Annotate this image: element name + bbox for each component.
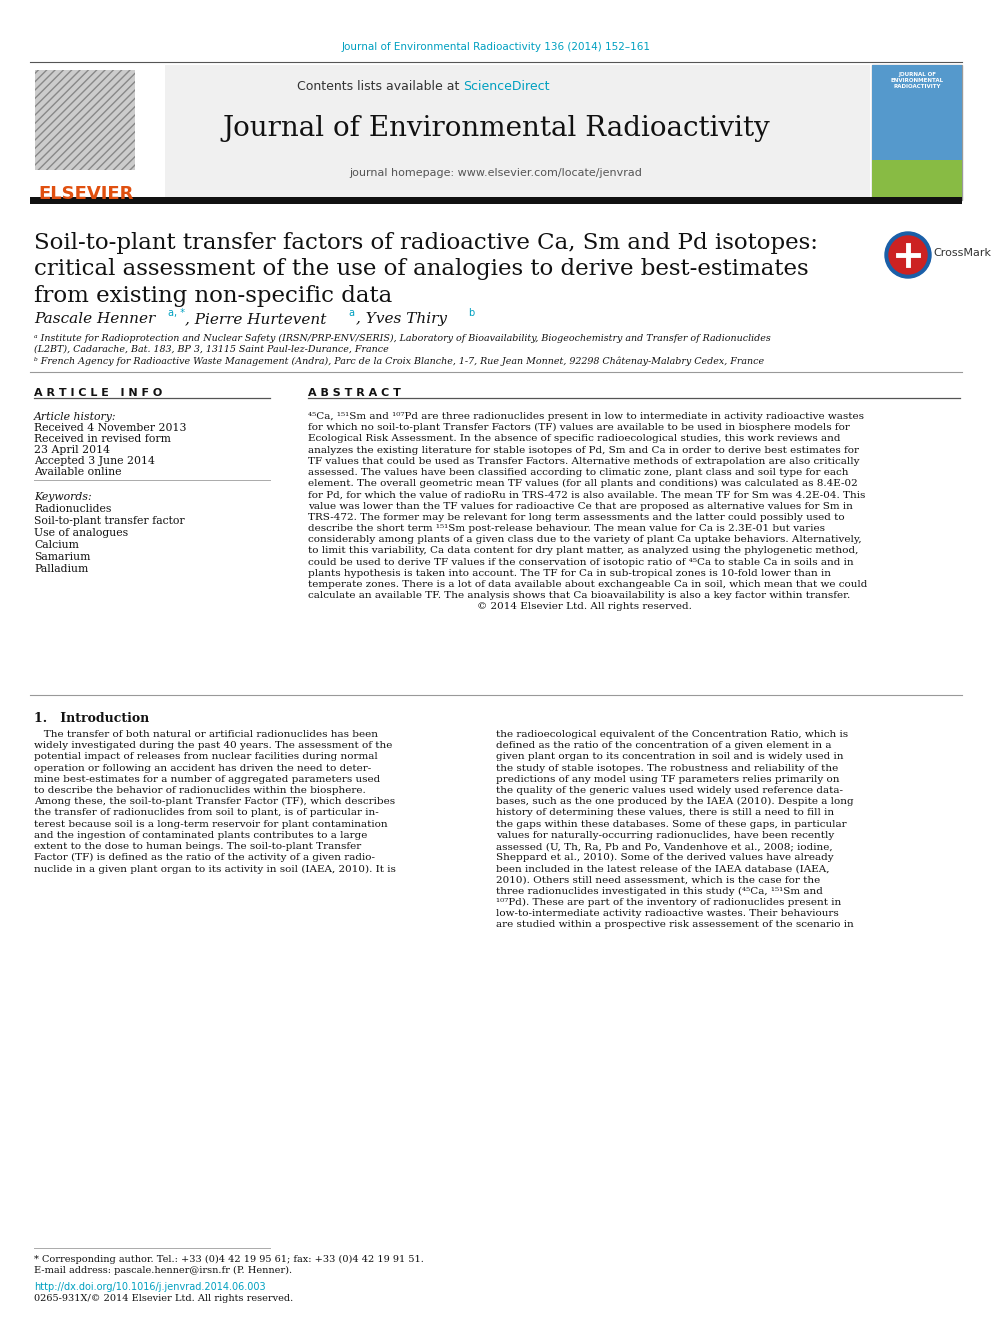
Text: the gaps within these databases. Some of these gaps, in particular: the gaps within these databases. Some of… <box>496 820 846 828</box>
Text: defined as the ratio of the concentration of a given element in a: defined as the ratio of the concentratio… <box>496 741 831 750</box>
Text: Use of analogues: Use of analogues <box>34 528 128 538</box>
Text: the radioecological equivalent of the Concentration Ratio, which is: the radioecological equivalent of the Co… <box>496 730 848 740</box>
Text: journal homepage: www.elsevier.com/locate/jenvrad: journal homepage: www.elsevier.com/locat… <box>349 168 643 179</box>
Bar <box>872 160 962 200</box>
Text: Keywords:: Keywords: <box>34 492 91 501</box>
Text: Journal of Environmental Radioactivity: Journal of Environmental Radioactivity <box>222 115 770 142</box>
Text: a, *: a, * <box>168 308 185 318</box>
Text: operation or following an accident has driven the need to deter-: operation or following an accident has d… <box>34 763 371 773</box>
Text: Received in revised form: Received in revised form <box>34 434 171 445</box>
Text: ELSEVIER: ELSEVIER <box>38 185 133 202</box>
Text: bases, such as the one produced by the IAEA (2010). Despite a long: bases, such as the one produced by the I… <box>496 798 854 806</box>
Text: assessed (U, Th, Ra, Pb and Po, Vandenhove et al., 2008; iodine,: assessed (U, Th, Ra, Pb and Po, Vandenho… <box>496 841 832 851</box>
Text: three radionuclides investigated in this study (⁴⁵Ca, ¹⁵¹Sm and: three radionuclides investigated in this… <box>496 886 823 896</box>
Text: * Corresponding author. Tel.: +33 (0)4 42 19 95 61; fax: +33 (0)4 42 19 91 51.: * Corresponding author. Tel.: +33 (0)4 4… <box>34 1256 424 1263</box>
Bar <box>30 65 870 200</box>
Text: the transfer of radionuclides from soil to plant, is of particular in-: the transfer of radionuclides from soil … <box>34 808 379 818</box>
Bar <box>30 197 962 204</box>
Text: Soil-to-plant transfer factor: Soil-to-plant transfer factor <box>34 516 185 527</box>
Text: extent to the dose to human beings. The soil-to-plant Transfer: extent to the dose to human beings. The … <box>34 841 361 851</box>
Text: Accepted 3 June 2014: Accepted 3 June 2014 <box>34 456 155 466</box>
Text: Available online: Available online <box>34 467 121 478</box>
Text: describe the short term ¹⁵¹Sm post-release behaviour. The mean value for Ca is 2: describe the short term ¹⁵¹Sm post-relea… <box>308 524 825 533</box>
Text: Journal of Environmental Radioactivity 136 (2014) 152–161: Journal of Environmental Radioactivity 1… <box>341 42 651 52</box>
Text: from existing non-specific data: from existing non-specific data <box>34 284 392 307</box>
Text: Sheppard et al., 2010). Some of the derived values have already: Sheppard et al., 2010). Some of the deri… <box>496 853 833 863</box>
Text: widely investigated during the past 40 years. The assessment of the: widely investigated during the past 40 y… <box>34 741 393 750</box>
Text: the study of stable isotopes. The robustness and reliability of the: the study of stable isotopes. The robust… <box>496 763 838 773</box>
Text: a: a <box>348 308 354 318</box>
Text: 1.   Introduction: 1. Introduction <box>34 712 149 725</box>
Text: Article history:: Article history: <box>34 411 116 422</box>
Text: temperate zones. There is a lot of data available about exchangeable Ca in soil,: temperate zones. There is a lot of data … <box>308 579 867 589</box>
Text: given plant organ to its concentration in soil and is widely used in: given plant organ to its concentration i… <box>496 753 843 762</box>
Text: terest because soil is a long-term reservoir for plant contamination: terest because soil is a long-term reser… <box>34 820 388 828</box>
Text: assessed. The values have been classified according to climatic zone, plant clas: assessed. The values have been classifie… <box>308 468 848 478</box>
Text: for Pd, for which the value of radioRu in TRS-472 is also available. The mean TF: for Pd, for which the value of radioRu i… <box>308 491 865 499</box>
Text: mine best-estimates for a number of aggregated parameters used: mine best-estimates for a number of aggr… <box>34 775 380 783</box>
Bar <box>872 65 962 160</box>
Text: Ecological Risk Assessment. In the absence of specific radioecological studies, : Ecological Risk Assessment. In the absen… <box>308 434 840 443</box>
Text: , Pierre Hurtevent: , Pierre Hurtevent <box>185 312 326 325</box>
Text: Palladium: Palladium <box>34 564 88 574</box>
Text: value was lower than the TF values for radioactive Ce that are proposed as alter: value was lower than the TF values for r… <box>308 501 853 511</box>
Text: ᵇ French Agency for Radioactive Waste Management (Andra), Parc de la Croix Blanc: ᵇ French Agency for Radioactive Waste Ma… <box>34 357 764 366</box>
Text: the quality of the generic values used widely used reference data-: the quality of the generic values used w… <box>496 786 843 795</box>
Text: © 2014 Elsevier Ltd. All rights reserved.: © 2014 Elsevier Ltd. All rights reserved… <box>308 602 691 611</box>
Text: critical assessment of the use of analogies to derive best-estimates: critical assessment of the use of analog… <box>34 258 808 280</box>
Text: history of determining these values, there is still a need to fill in: history of determining these values, the… <box>496 808 834 818</box>
Text: low-to-intermediate activity radioactive wastes. Their behaviours: low-to-intermediate activity radioactive… <box>496 909 839 918</box>
Text: Calcium: Calcium <box>34 540 79 550</box>
Text: Radionuclides: Radionuclides <box>34 504 111 515</box>
Text: and the ingestion of contaminated plants contributes to a large: and the ingestion of contaminated plants… <box>34 831 367 840</box>
Circle shape <box>885 232 931 278</box>
Text: , Yves Thiry: , Yves Thiry <box>356 312 447 325</box>
Text: ScienceDirect: ScienceDirect <box>463 79 550 93</box>
Text: JOURNAL OF
ENVIRONMENTAL
RADIOACTIVITY: JOURNAL OF ENVIRONMENTAL RADIOACTIVITY <box>891 71 943 89</box>
Text: TRS-472. The former may be relevant for long term assessments and the latter cou: TRS-472. The former may be relevant for … <box>308 513 844 521</box>
Text: calculate an available TF. The analysis shows that Ca bioavailability is also a : calculate an available TF. The analysis … <box>308 591 850 601</box>
Text: predictions of any model using TF parameters relies primarily on: predictions of any model using TF parame… <box>496 775 839 783</box>
Text: to limit this variability, Ca data content for dry plant matter, as analyzed usi: to limit this variability, Ca data conte… <box>308 546 858 556</box>
Text: analyzes the existing literature for stable isotopes of Pd, Sm and Ca in order t: analyzes the existing literature for sta… <box>308 446 859 455</box>
Bar <box>30 65 165 200</box>
Text: ¹⁰⁷Pd). These are part of the inventory of radionuclides present in: ¹⁰⁷Pd). These are part of the inventory … <box>496 898 841 908</box>
Bar <box>872 65 962 200</box>
Text: element. The overall geometric mean TF values (for all plants and conditions) wa: element. The overall geometric mean TF v… <box>308 479 858 488</box>
Text: Samarium: Samarium <box>34 552 90 562</box>
Text: nuclide in a given plant organ to its activity in soil (IAEA, 2010). It is: nuclide in a given plant organ to its ac… <box>34 864 396 873</box>
Text: plants hypothesis is taken into account. The TF for Ca in sub-tropical zones is : plants hypothesis is taken into account.… <box>308 569 831 578</box>
Text: been included in the latest release of the IAEA database (IAEA,: been included in the latest release of t… <box>496 864 829 873</box>
Text: potential impact of releases from nuclear facilities during normal: potential impact of releases from nuclea… <box>34 753 378 762</box>
Text: 23 April 2014: 23 April 2014 <box>34 445 110 455</box>
Text: ᵃ Institute for Radioprotection and Nuclear Safety (IRSN/PRP-ENV/SERIS), Laborat: ᵃ Institute for Radioprotection and Nucl… <box>34 333 771 343</box>
Text: ⁴⁵Ca, ¹⁵¹Sm and ¹⁰⁷Pd are three radionuclides present in low to intermediate in : ⁴⁵Ca, ¹⁵¹Sm and ¹⁰⁷Pd are three radionuc… <box>308 411 864 421</box>
Text: Pascale Henner: Pascale Henner <box>34 312 156 325</box>
Text: values for naturally-occurring radionuclides, have been recently: values for naturally-occurring radionucl… <box>496 831 834 840</box>
Text: could be used to derive TF values if the conservation of isotopic ratio of ⁴⁵Ca : could be used to derive TF values if the… <box>308 557 854 566</box>
Text: 0265-931X/© 2014 Elsevier Ltd. All rights reserved.: 0265-931X/© 2014 Elsevier Ltd. All right… <box>34 1294 294 1303</box>
Text: E-mail address: pascale.henner@irsn.fr (P. Henner).: E-mail address: pascale.henner@irsn.fr (… <box>34 1266 292 1275</box>
Text: 2010). Others still need assessment, which is the case for the: 2010). Others still need assessment, whi… <box>496 876 820 885</box>
Text: A R T I C L E   I N F O: A R T I C L E I N F O <box>34 388 163 398</box>
Text: to describe the behavior of radionuclides within the biosphere.: to describe the behavior of radionuclide… <box>34 786 366 795</box>
Bar <box>35 70 135 169</box>
Text: The transfer of both natural or artificial radionuclides has been: The transfer of both natural or artifici… <box>34 730 378 740</box>
Text: http://dx.doi.org/10.1016/j.jenvrad.2014.06.003: http://dx.doi.org/10.1016/j.jenvrad.2014… <box>34 1282 266 1293</box>
Text: TF values that could be used as Transfer Factors. Alternative methods of extrapo: TF values that could be used as Transfer… <box>308 456 859 466</box>
Text: Contents lists available at: Contents lists available at <box>297 79 463 93</box>
Text: Received 4 November 2013: Received 4 November 2013 <box>34 423 186 433</box>
Text: Among these, the soil-to-plant Transfer Factor (TF), which describes: Among these, the soil-to-plant Transfer … <box>34 798 395 806</box>
Text: for which no soil-to-plant Transfer Factors (TF) values are available to be used: for which no soil-to-plant Transfer Fact… <box>308 423 850 433</box>
Text: (L2BT), Cadarache, Bat. 183, BP 3, 13115 Saint Paul-lez-Durance, France: (L2BT), Cadarache, Bat. 183, BP 3, 13115… <box>34 345 389 355</box>
Text: CrossMark: CrossMark <box>933 247 991 258</box>
Text: A B S T R A C T: A B S T R A C T <box>308 388 401 398</box>
Text: considerably among plants of a given class due to the variety of plant Ca uptake: considerably among plants of a given cla… <box>308 536 862 544</box>
Circle shape <box>889 235 927 274</box>
Text: b: b <box>468 308 474 318</box>
Text: Soil-to-plant transfer factors of radioactive Ca, Sm and Pd isotopes:: Soil-to-plant transfer factors of radioa… <box>34 232 818 254</box>
Text: are studied within a prospective risk assessement of the scenario in: are studied within a prospective risk as… <box>496 921 854 929</box>
Text: Factor (TF) is defined as the ratio of the activity of a given radio-: Factor (TF) is defined as the ratio of t… <box>34 853 375 863</box>
